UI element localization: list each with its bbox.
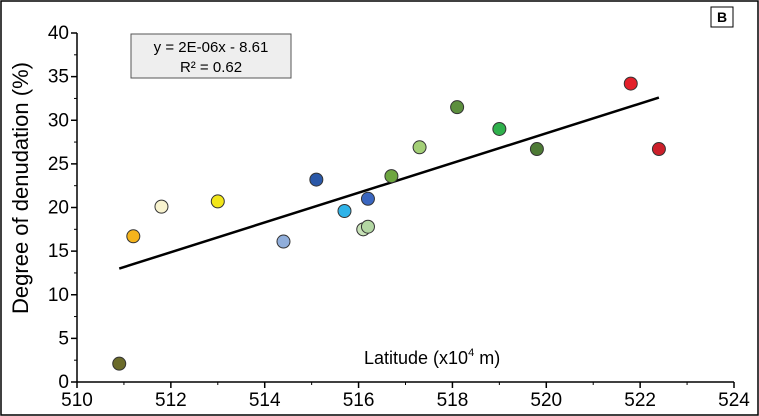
data-point	[337, 203, 352, 218]
regression-equation-box: y = 2E-06x - 8.61 R² = 0.62	[130, 33, 292, 79]
data-point	[126, 229, 141, 244]
data-point	[309, 172, 324, 187]
y-tick-label: 15	[48, 241, 69, 262]
x-tick-label: 510	[61, 390, 93, 411]
y-tick-label: 0	[58, 372, 69, 393]
y-tick-label: 20	[48, 198, 69, 219]
data-point	[276, 234, 291, 249]
y-axis-title: Degree of denudation (%)	[8, 62, 33, 314]
x-tick-label: 520	[530, 390, 562, 411]
y-tick-label: 5	[58, 328, 69, 349]
x-tick-label: 518	[437, 390, 469, 411]
data-point	[112, 356, 127, 371]
data-point	[360, 191, 375, 206]
y-tick-label: 35	[48, 67, 69, 88]
data-point	[360, 219, 375, 234]
data-point	[384, 169, 399, 184]
r-squared: R² = 0.62	[180, 59, 242, 76]
y-tick-label: 10	[48, 285, 69, 306]
panel-label-box	[710, 6, 734, 28]
data-point	[210, 194, 225, 209]
data-point	[154, 199, 169, 214]
x-tick-label: 512	[155, 390, 187, 411]
data-point	[492, 121, 507, 136]
data-points	[112, 76, 666, 371]
regression-equation: y = 2E-06x - 8.61	[154, 39, 269, 56]
y-tick-label: 25	[48, 154, 69, 175]
data-point	[450, 100, 465, 115]
panel-label-text: B	[717, 9, 727, 25]
x-ticks: 510 512 514 516 518 520 522 524	[61, 382, 750, 411]
y-tick-label: 40	[48, 23, 69, 44]
data-point	[623, 76, 638, 91]
y-tick-label: 30	[48, 110, 69, 131]
x-tick-label: 524	[718, 390, 750, 411]
x-axis-title-tail: m)	[474, 348, 500, 368]
x-axis-title: Latitude (x104 m)	[364, 347, 500, 368]
x-axis-title-main: Latitude (x10	[364, 348, 468, 368]
x-axis-title-sup: 4	[468, 347, 474, 359]
panel-label: B	[710, 6, 734, 28]
x-tick-label: 514	[249, 390, 281, 411]
trend-line	[118, 96, 660, 270]
x-tick-label: 516	[343, 390, 375, 411]
data-point	[651, 142, 666, 157]
y-ticks: 0 5 10 15 20 25 30 35 40	[48, 23, 77, 393]
data-point	[412, 140, 427, 155]
data-point	[529, 142, 544, 157]
x-tick-label: 522	[624, 390, 656, 411]
equation-box-background	[130, 33, 292, 79]
